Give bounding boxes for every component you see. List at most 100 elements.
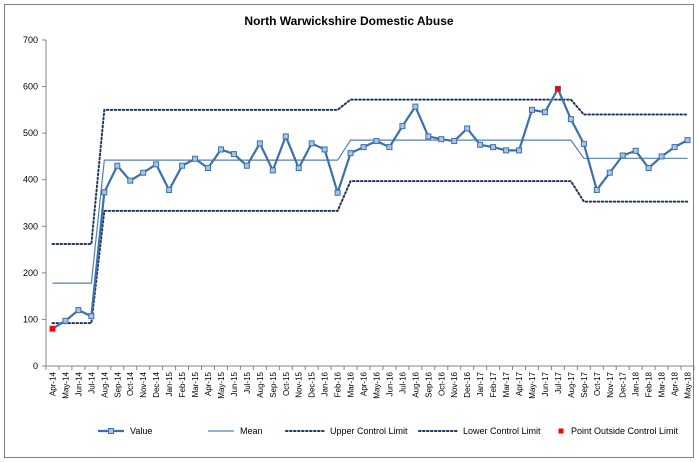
value-point <box>606 169 613 176</box>
value-point <box>321 146 328 153</box>
value-point <box>334 189 341 196</box>
chart-frame <box>4 4 694 458</box>
control-limit-line <box>51 180 689 325</box>
value-point <box>593 186 600 193</box>
legend-item: Point Outside Control Limit <box>558 426 679 436</box>
control-limit-line <box>51 98 689 245</box>
x-tick-label: Dec-15 <box>308 371 317 397</box>
legend-label: Lower Control Limit <box>463 426 541 436</box>
value-line <box>51 86 689 330</box>
x-tick-label: Jun-17 <box>541 371 550 396</box>
outside-control-point <box>555 86 561 92</box>
x-tick-label: Dec-17 <box>619 371 628 397</box>
value-point <box>632 147 639 154</box>
legend-marker <box>558 428 564 434</box>
x-tick-label: May-14 <box>61 371 70 398</box>
x-tick-label: Sep-14 <box>113 371 122 397</box>
x-tick-label: Nov-15 <box>295 371 304 397</box>
x-tick-label: Jul-16 <box>398 371 407 393</box>
x-tick-label: Mar-17 <box>502 371 511 397</box>
value-point <box>127 177 134 184</box>
value-point <box>295 165 302 172</box>
value-point <box>217 146 224 153</box>
x-tick-label: Oct-16 <box>437 371 446 396</box>
value-point <box>671 144 678 151</box>
x-tick-label: Oct-14 <box>126 371 135 396</box>
value-point <box>192 155 199 162</box>
value-point <box>503 147 510 154</box>
outside-control-point <box>49 326 55 332</box>
x-tick-label: Sep-16 <box>424 371 433 397</box>
legend-item: Value <box>98 426 152 436</box>
x-tick-label: Aug-16 <box>411 371 420 397</box>
legend-label: Value <box>130 426 152 436</box>
x-tick-label: Feb-16 <box>334 371 343 397</box>
value-point <box>619 152 626 159</box>
x-tick-label: Jun-15 <box>230 371 239 396</box>
value-point <box>179 162 186 169</box>
value-point <box>399 123 406 130</box>
x-tick-label: Oct-15 <box>282 371 291 396</box>
value-point <box>101 189 108 196</box>
x-tick-label: Aug-15 <box>256 371 265 397</box>
value-point <box>308 140 315 147</box>
value-point <box>230 151 237 158</box>
value-point <box>684 137 691 144</box>
x-tick-label: Jan-16 <box>321 371 330 396</box>
x-tick-label: Dec-16 <box>463 371 472 397</box>
x-tick-label: Feb-15 <box>178 371 187 397</box>
value-point <box>580 140 587 147</box>
y-tick-label: 600 <box>23 82 38 92</box>
x-tick-label: May-17 <box>528 371 537 398</box>
value-point <box>516 147 523 154</box>
y-tick-label: 200 <box>23 268 38 278</box>
value-point <box>269 167 276 174</box>
legend-label: Upper Control Limit <box>330 426 408 436</box>
value-point <box>490 144 497 151</box>
value-point <box>529 106 535 113</box>
y-tick-label: 0 <box>33 361 38 371</box>
x-tick-label: Jul-17 <box>554 371 563 393</box>
x-tick-label: Jun-14 <box>74 371 83 396</box>
x-tick-label: Apr-16 <box>360 371 369 396</box>
x-tick-label: Nov-16 <box>450 371 459 397</box>
value-point <box>205 165 211 172</box>
x-tick-label: Mar-15 <box>191 371 200 397</box>
legend: Value Mean Upper Control Limit Lower Contro… <box>98 426 679 436</box>
x-tick-label: Aug-17 <box>567 371 576 397</box>
legend-item: Mean <box>208 426 263 436</box>
value-point <box>541 109 548 116</box>
value-point <box>243 162 250 169</box>
x-tick-label: Mar-16 <box>347 371 356 397</box>
value-point <box>412 103 419 110</box>
x-tick-label: Jul-15 <box>243 371 252 393</box>
value-point <box>386 144 393 151</box>
value-point <box>75 307 82 314</box>
value-point <box>282 133 289 140</box>
value-point <box>658 153 665 160</box>
y-tick-label: 400 <box>23 175 38 185</box>
x-tick-label: Jan-15 <box>165 371 174 396</box>
x-tick-label: Nov-14 <box>139 371 148 397</box>
y-tick-label: 300 <box>23 221 38 231</box>
y-tick-label: 700 <box>23 35 38 45</box>
x-tick-label: Apr-14 <box>48 371 57 396</box>
x-tick-label: Dec-14 <box>152 371 161 397</box>
x-tick-label: Apr-18 <box>671 371 680 396</box>
value-point <box>645 165 652 172</box>
x-tick-label: Sep-15 <box>269 371 278 397</box>
value-point <box>373 138 380 145</box>
x-tick-label: Jan-17 <box>476 371 485 396</box>
value-point <box>347 150 354 157</box>
value-point <box>477 141 484 148</box>
x-tick-label: May-16 <box>372 371 381 398</box>
x-tick-label: Aug-14 <box>100 371 109 397</box>
value-point <box>256 140 263 147</box>
legend-item: Upper Control Limit <box>285 426 408 436</box>
value-point <box>425 133 432 140</box>
value-point <box>140 169 147 176</box>
legend-label: Point Outside Control Limit <box>571 426 679 436</box>
value-point <box>464 125 471 132</box>
x-tick-label: May-15 <box>217 371 226 398</box>
